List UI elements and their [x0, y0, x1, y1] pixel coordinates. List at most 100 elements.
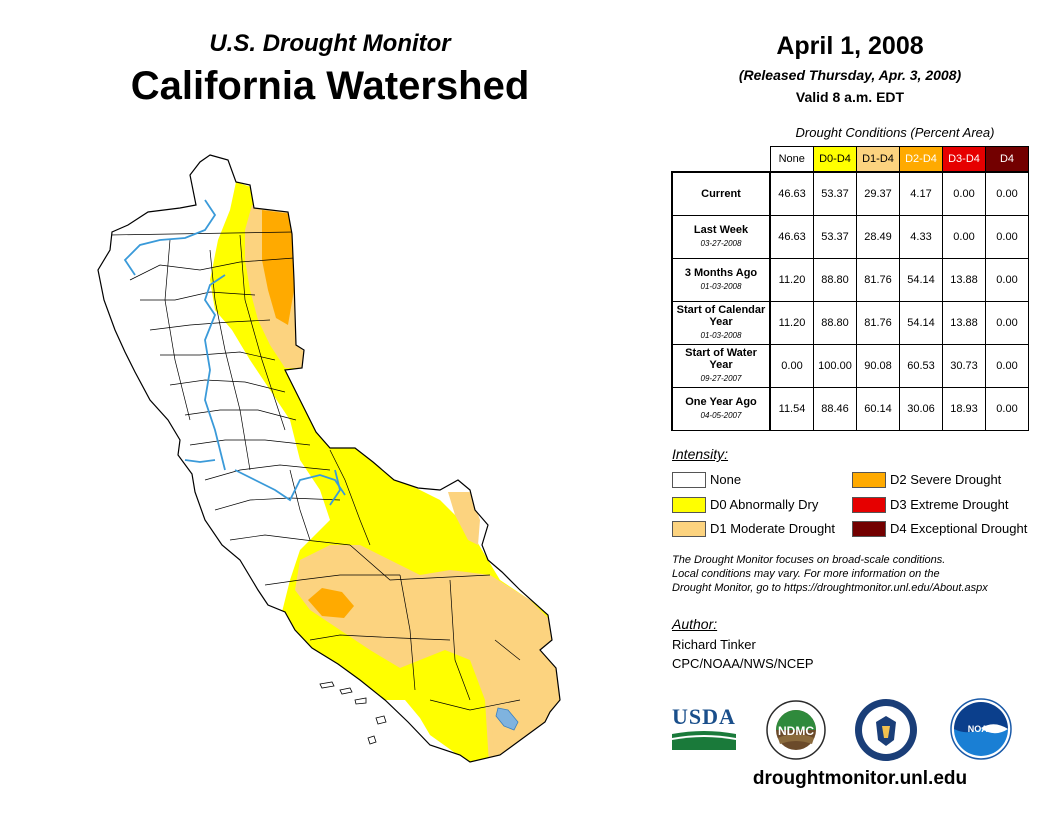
table-cell: 13.88	[942, 258, 986, 302]
table-cell: 46.63	[769, 171, 814, 216]
rivers	[123, 199, 346, 506]
table-cell: 13.88	[942, 301, 986, 345]
row-date: 09-27-2007	[700, 374, 742, 383]
website-link[interactable]: droughtmonitor.unl.edu	[752, 768, 968, 789]
svg-text:NDMC: NDMC	[778, 724, 814, 738]
column-header-d1-d4: D1-D4	[856, 146, 900, 173]
d1-area-sierra	[448, 492, 480, 545]
author-organization: CPC/NOAA/NWS/NCEP	[672, 656, 814, 671]
legend-swatch	[852, 521, 886, 537]
table-row: 3 Months Ago 01-03-2008 11.20 88.80 81.76…	[671, 258, 1029, 302]
author-heading: Author:	[672, 616, 718, 632]
conditions-table: None D0-D4 D1-D4 D2-D4 D3-D4 D4 Current …	[671, 146, 1029, 431]
table-cell: 100.00	[813, 344, 857, 388]
table-cell: 0.00	[985, 171, 1029, 216]
legend-title: Intensity:	[672, 446, 729, 462]
table-cell: 4.17	[899, 171, 943, 216]
row-date: 01-03-2008	[700, 282, 742, 291]
table-cell: 54.14	[899, 301, 943, 345]
table-cell: 53.37	[813, 171, 857, 216]
note-line: Local conditions may vary. For more info…	[672, 568, 940, 580]
table-cell: 0.00	[985, 215, 1029, 259]
table-cell: 11.20	[769, 258, 814, 302]
map-title: California Watershed	[130, 64, 530, 108]
noaa-logo: NOAA	[950, 698, 1012, 765]
doc-seal-logo	[854, 698, 918, 767]
table-caption: Drought Conditions (Percent Area)	[795, 125, 995, 140]
table-cell: 60.14	[856, 387, 900, 431]
row-date: 03-27-2008	[700, 239, 742, 248]
legend-swatch	[672, 497, 706, 513]
table-row: Current 46.63 53.37 29.37 4.17 0.00 0.00	[671, 171, 1029, 216]
watershed-map	[97, 154, 561, 763]
legend-label: None	[710, 472, 742, 487]
d1-area-southeast	[490, 665, 560, 762]
table-header-row: None D0-D4 D1-D4 D2-D4 D3-D4 D4	[672, 146, 1029, 173]
table-cell: 0.00	[942, 171, 986, 216]
salton-sea	[495, 707, 519, 731]
table-row: One Year Ago 04-05-2007 11.54 88.46 60.14…	[671, 387, 1029, 431]
table-row: Start of Water Year 09-27-2007 0.00 100.0…	[671, 344, 1029, 388]
usda-logo-text: USDA	[672, 704, 736, 729]
table-cell: 0.00	[985, 301, 1029, 345]
table-cell: 29.37	[856, 171, 900, 216]
legend-swatch	[672, 521, 706, 537]
legend-label: D1 Moderate Drought	[710, 521, 836, 536]
table-cell: 30.73	[942, 344, 986, 388]
table-cell: 28.49	[856, 215, 900, 259]
table-cell: 0.00	[985, 387, 1029, 431]
row-label: Current	[671, 171, 771, 216]
table-cell: 0.00	[769, 344, 814, 388]
column-header-none: None	[769, 146, 814, 173]
row-label: Start of Calendar Year 01-03-2008	[671, 301, 771, 345]
table-row: Start of Calendar Year 01-03-2008 11.20 8…	[671, 301, 1029, 345]
sub-basin-lines	[109, 231, 521, 711]
table-cell: 0.00	[985, 344, 1029, 388]
d2-area-kern	[308, 588, 354, 618]
usda-logo: USDA	[672, 704, 736, 750]
ndmc-logo: NDMC	[764, 700, 828, 765]
channel-islands	[319, 681, 387, 745]
legend-swatch	[672, 472, 706, 488]
note-line: Drought Monitor, go to https://droughtmo…	[672, 582, 988, 594]
column-header-d4: D4	[985, 146, 1029, 173]
usda-field-icon	[672, 731, 736, 750]
table-cell: 90.08	[856, 344, 900, 388]
table-cell: 81.76	[856, 301, 900, 345]
table-cell: 81.76	[856, 258, 900, 302]
svg-text:NOAA: NOAA	[968, 724, 995, 734]
valid-time: Valid 8 a.m. EDT	[795, 89, 905, 105]
legend-label: D2 Severe Drought	[890, 472, 1002, 487]
table-cell: 54.14	[899, 258, 943, 302]
map-subtitle: U.S. Drought Monitor	[209, 30, 451, 57]
row-date: 04-05-2007	[700, 411, 742, 420]
legend-label: D4 Exceptional Drought	[890, 521, 1028, 536]
legend-label: D3 Extreme Drought	[890, 497, 1009, 512]
legend-swatch	[852, 497, 886, 513]
table-cell: 30.06	[899, 387, 943, 431]
table-body: Current 46.63 53.37 29.37 4.17 0.00 0.00…	[671, 171, 1029, 431]
table-cell: 88.80	[813, 258, 857, 302]
d2-area-northeast	[262, 210, 294, 325]
table-cell: 53.37	[813, 215, 857, 259]
table-cell: 0.00	[985, 258, 1029, 302]
state-outline	[97, 154, 561, 763]
table-cell: 11.20	[769, 301, 814, 345]
column-header-d3-d4: D3-D4	[942, 146, 986, 173]
note-line: The Drought Monitor focuses on broad-sca…	[672, 554, 946, 566]
row-label: 3 Months Ago 01-03-2008	[671, 258, 771, 302]
table-row: Last Week 03-27-2008 46.63 53.37 28.49 4.…	[671, 215, 1029, 259]
table-cell: 46.63	[769, 215, 814, 259]
legend-swatch	[852, 472, 886, 488]
release-date: (Released Thursday, Apr. 3, 2008)	[738, 67, 962, 83]
column-header-d2-d4: D2-D4	[899, 146, 943, 173]
row-label: Start of Water Year 09-27-2007	[671, 344, 771, 388]
author-name: Richard Tinker	[672, 637, 756, 652]
legend-label: D0 Abnormally Dry	[710, 497, 819, 512]
table-cell: 18.93	[942, 387, 986, 431]
table-corner	[672, 147, 770, 173]
table-cell: 4.33	[899, 215, 943, 259]
row-label: One Year Ago 04-05-2007	[671, 387, 771, 431]
table-cell: 11.54	[769, 387, 814, 431]
column-header-d0-d4: D0-D4	[813, 146, 857, 173]
